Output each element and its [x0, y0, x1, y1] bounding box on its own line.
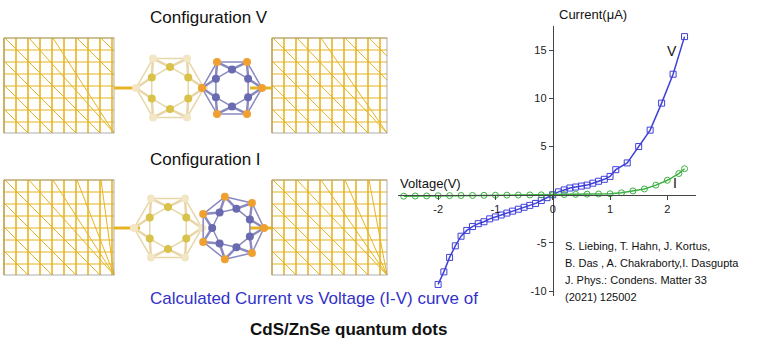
svg-text:1: 1	[607, 203, 613, 215]
svg-text:V: V	[667, 43, 677, 59]
html-text:Configuration V: Configuration V	[150, 8, 268, 27]
svg-text:Current(μA): Current(μA)	[559, 7, 627, 22]
svg-text:-1: -1	[491, 203, 501, 215]
svg-text:10: 10	[534, 92, 546, 104]
svg-text:0: 0	[550, 203, 556, 215]
svg-text:I: I	[673, 175, 677, 191]
html-text:S. Liebing, T. Hahn, J. Kortus: S. Liebing, T. Hahn, J. Kortus,	[565, 240, 711, 252]
svg-text:-10: -10	[531, 285, 547, 297]
svg-text:Voltage(V): Voltage(V)	[400, 176, 461, 191]
svg-text:15: 15	[534, 44, 546, 56]
svg-text:2: 2	[664, 203, 670, 215]
svg-text:-2: -2	[433, 203, 443, 215]
html-text:B. Das , A. Chakraborty,I. Das: B. Das , A. Chakraborty,I. Dasgupta	[565, 257, 739, 269]
html-text:Calculated Current vs Voltage: Calculated Current vs Voltage (I-V) curv…	[150, 289, 478, 308]
html-text:CdS/ZnSe quantum dots: CdS/ZnSe quantum dots	[250, 320, 448, 339]
html-text:(2021) 125002: (2021) 125002	[565, 291, 637, 303]
html-text:Configuration I: Configuration I	[150, 150, 261, 169]
svg-text:5: 5	[540, 140, 546, 152]
svg-text:-5: -5	[537, 237, 547, 249]
html-text:J. Phys.: Condens. Matter 33: J. Phys.: Condens. Matter 33	[565, 274, 707, 286]
